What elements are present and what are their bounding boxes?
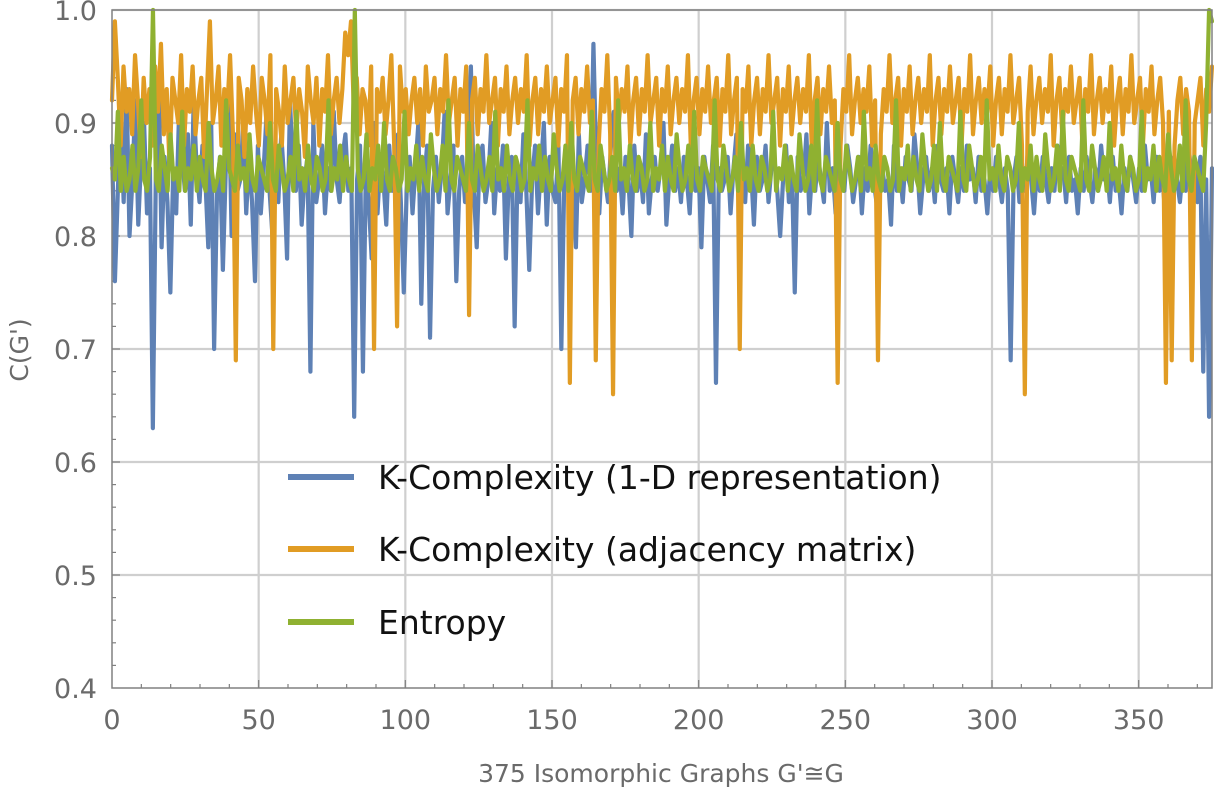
y-tick-labels: 0.4 0.5 0.6 0.7 0.8 0.9 1.0 <box>54 0 97 705</box>
x-tick-label: 100 <box>380 705 432 736</box>
x-tick-label: 350 <box>1113 705 1165 736</box>
y-tick-label: 0.9 <box>54 109 97 140</box>
x-tick-label: 0 <box>103 705 120 736</box>
plot-frame <box>111 9 1213 689</box>
series-lines <box>109 7 1214 431</box>
legend-label-k-complexity-1d: K-Complexity (1-D representation) <box>378 458 942 497</box>
y-tick-label: 0.8 <box>54 222 97 253</box>
legend: K-Complexity (1-D representation) K-Comp… <box>288 458 942 642</box>
legend-label-k-complexity-adjacency: K-Complexity (adjacency matrix) <box>378 530 916 569</box>
x-tick-label: 50 <box>241 705 275 736</box>
y-tick-label: 0.4 <box>54 674 97 705</box>
y-tick-label: 1.0 <box>54 0 97 27</box>
y-axis-label: C(G') <box>5 318 34 381</box>
x-tick-label: 150 <box>526 705 578 736</box>
x-tick-label: 300 <box>966 705 1018 736</box>
series-line-1 <box>109 19 1214 397</box>
y-tick-label: 0.6 <box>54 448 97 479</box>
x-tick-label: 250 <box>820 705 872 736</box>
x-tick-label: 200 <box>673 705 725 736</box>
series-line-2 <box>109 7 1214 193</box>
x-tick-labels: 0 50 100 150 200 250 300 350 <box>103 705 1164 736</box>
x-axis-label: 375 Isomorphic Graphs G'≅G <box>478 759 844 788</box>
y-tick-label: 0.7 <box>54 335 97 366</box>
legend-label-entropy: Entropy <box>378 603 506 642</box>
y-tick-label: 0.5 <box>54 561 97 592</box>
